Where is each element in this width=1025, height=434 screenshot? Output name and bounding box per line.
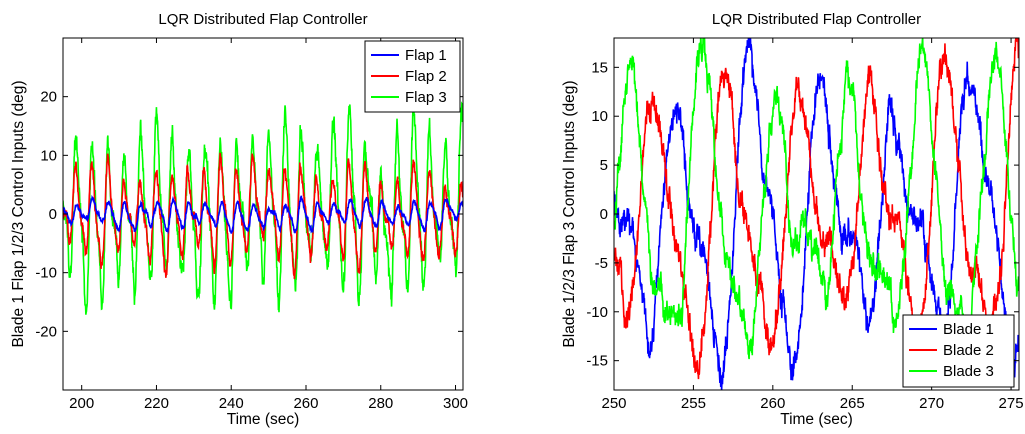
chart-title: LQR Distributed Flap Controller xyxy=(712,11,921,28)
y-tick-label: 15 xyxy=(591,59,608,76)
legend-label: Flap 1 xyxy=(405,47,447,64)
chart-1: 200 220 240 260 280 300 -20 -10 0 10 20 LQR Distrib… xyxy=(10,11,468,428)
x-axis-label: Time (sec) xyxy=(227,411,300,428)
y-tick-label: -20 xyxy=(35,323,57,340)
series-line-blade-1 xyxy=(614,38,1019,390)
y-tick-label: 5 xyxy=(600,157,608,174)
legend-label: Blade 2 xyxy=(943,342,994,359)
series-line-blade-3 xyxy=(614,38,1019,360)
x-tick-label: 255 xyxy=(681,395,706,412)
x-axis-label: Time (sec) xyxy=(780,411,853,428)
series-line-blade-2 xyxy=(614,38,1019,380)
x-tick-label: 240 xyxy=(219,395,244,412)
series-line-flap-1 xyxy=(63,194,463,235)
chart-2: 250 255 260 265 270 275 -15 -10 -5 0 5 10 15 LQR Dist… xyxy=(561,11,1024,428)
y-tick-label: 10 xyxy=(40,147,57,164)
y-tick-label: -15 xyxy=(586,353,608,370)
y-tick-label: -10 xyxy=(35,265,57,282)
x-tick-label: 280 xyxy=(368,395,393,412)
x-tick-label: 220 xyxy=(144,395,169,412)
y-tick-label: 0 xyxy=(49,206,57,223)
legend-label: Blade 3 xyxy=(943,363,994,380)
x-tick-label: 300 xyxy=(443,395,468,412)
x-tick-label: 260 xyxy=(293,395,318,412)
y-tick-label: -5 xyxy=(595,255,608,272)
x-tick-label: 265 xyxy=(840,395,865,412)
y-axis-label: Blade 1/2/3 Flap 3 Control Inputs (deg) xyxy=(561,80,578,347)
legend-label: Flap 3 xyxy=(405,89,447,106)
y-tick-label: -10 xyxy=(586,304,608,321)
y-axis-label: Blade 1 Flap 1/2/3 Control Inputs (deg) xyxy=(10,80,27,347)
y-tick-label: 0 xyxy=(600,206,608,223)
x-tick-label: 250 xyxy=(601,395,626,412)
legend-label: Flap 2 xyxy=(405,68,447,85)
y-tick-label: 10 xyxy=(591,108,608,125)
x-tick-label: 200 xyxy=(69,395,94,412)
legend: Blade 1 Blade 2 Blade 3 xyxy=(902,314,1015,388)
chart-title: LQR Distributed Flap Controller xyxy=(158,11,367,28)
x-tick-label: 275 xyxy=(999,395,1024,412)
y-tick-label: 20 xyxy=(40,89,57,106)
legend: Flap 1 Flap 2 Flap 3 xyxy=(364,40,461,113)
x-tick-label: 270 xyxy=(919,395,944,412)
x-tick-label: 260 xyxy=(760,395,785,412)
legend-label: Blade 1 xyxy=(943,321,994,338)
series-line-flap-2 xyxy=(63,152,463,280)
